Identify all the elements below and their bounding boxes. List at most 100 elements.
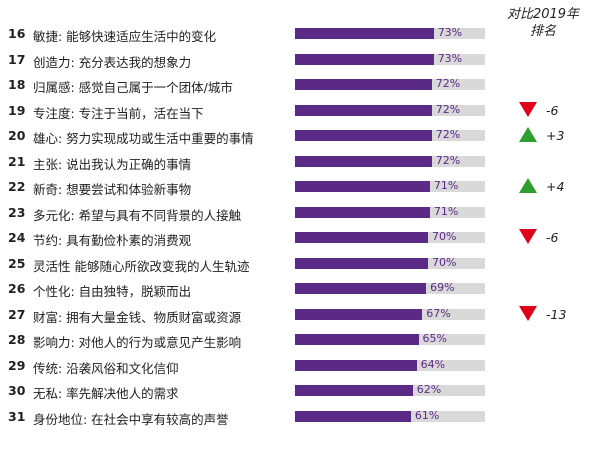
chart-row: 21 主张: 说出我认为正确的事情 72% [0, 149, 595, 174]
row-label: 灵活性 能够随心所欲改变我的人生轨迹 [33, 258, 250, 274]
bar-track [295, 385, 485, 396]
row-rank: 29 [8, 357, 26, 373]
bar-track [295, 181, 485, 192]
row-label: 身份地位: 在社会中享有较高的声誉 [33, 411, 229, 427]
bar [295, 181, 430, 192]
rank-change: -6 [546, 230, 559, 245]
row-rank: 23 [8, 204, 26, 220]
bar [295, 308, 423, 320]
bar-value-label: 65% [422, 332, 447, 345]
bar [295, 104, 432, 116]
row-rank: 17 [8, 51, 26, 67]
row-rank: 26 [8, 281, 26, 296]
row-label: 主张: 说出我认为正确的事情 [33, 156, 192, 172]
down-arrow-icon [519, 229, 537, 244]
bar-track [295, 334, 485, 345]
row-rank: 31 [8, 408, 26, 424]
chart-row: 25 灵活性 能够随心所欲改变我的人生轨迹 70% [0, 251, 595, 276]
row-rank: 27 [8, 306, 26, 322]
bar [295, 206, 430, 218]
bar [295, 232, 428, 243]
bar-value-label: 70% [432, 255, 457, 269]
bar [295, 79, 432, 90]
rank-change: +3 [546, 128, 565, 143]
bar-track [295, 206, 485, 218]
row-label: 敏捷: 能够快速适应生活中的变化 [33, 29, 217, 44]
bar-track [295, 104, 485, 116]
rank-change: -6 [546, 102, 559, 118]
bar [295, 283, 427, 294]
row-rank: 18 [8, 77, 26, 92]
bar [295, 410, 411, 422]
row-label: 专注度: 专注于当前，活在当下 [33, 105, 204, 121]
bar-track [295, 53, 485, 65]
down-arrow-icon [519, 305, 537, 321]
comparison-header-line2: 排名 [529, 24, 556, 39]
bar [295, 28, 434, 39]
row-label: 创造力: 充分表达我的想象力 [33, 54, 192, 70]
bar [295, 359, 417, 371]
chart-row: 27 财富: 拥有大量金钱、物质财富或资源 67% -13 [0, 302, 595, 327]
row-rank: 28 [8, 332, 26, 347]
row-label: 多元化: 希望与具有不同背景的人接触 [33, 207, 242, 223]
chart-row: 18 归属感: 感觉自己属于一个团体/城市 72% [0, 72, 595, 97]
rank-change: +4 [546, 179, 565, 194]
row-label: 雄心: 努力实现成功或生活中重要的事情 [33, 131, 254, 146]
row-label: 归属感: 感觉自己属于一个团体/城市 [33, 80, 233, 95]
chart-row: 29 传统: 沿袭风俗和文化信仰 64% [0, 353, 595, 378]
row-rank: 24 [8, 230, 26, 245]
row-label: 新奇: 想要尝试和体验新事物 [33, 182, 192, 197]
bar-value-label: 64% [420, 357, 446, 371]
row-label: 传统: 沿袭风俗和文化信仰 [33, 360, 179, 376]
bar-track [295, 79, 485, 90]
row-label: 无私: 率先解决他人的需求 [33, 386, 179, 401]
bar-value-label: 72% [435, 102, 461, 116]
bar-track [295, 283, 485, 294]
chart-row: 30 无私: 率先解决他人的需求 62% [0, 378, 595, 403]
bar-track [295, 130, 485, 141]
chart-row: 17 创造力: 充分表达我的想象力 73% [0, 47, 595, 72]
bar-value-label: 71% [433, 179, 459, 192]
bar-value-label: 72% [435, 153, 461, 167]
bar-track [295, 28, 485, 39]
bar-track [295, 359, 485, 371]
bar-track [295, 257, 485, 269]
row-rank: 25 [8, 255, 26, 271]
bar-value-label: 61% [414, 408, 440, 422]
rank-change: -13 [546, 306, 567, 322]
chart-row: 23 多元化: 希望与具有不同背景的人接触 71% [0, 200, 595, 225]
row-label: 节约: 具有勤俭朴素的消费观 [33, 233, 192, 248]
row-rank: 21 [8, 153, 26, 169]
bar [295, 53, 434, 65]
chart-row: 28 影响力: 对他人的行为或意见产生影响 65% [0, 327, 595, 352]
up-arrow-icon [519, 127, 537, 142]
bar-value-label: 70% [432, 230, 457, 243]
chart-row: 24 节约: 具有勤俭朴素的消费观 70% -6 [0, 225, 595, 250]
chart-row: 16 敏捷: 能够快速适应生活中的变化 73% [0, 21, 595, 46]
bar-value-label: 67% [426, 306, 451, 320]
bar-track [295, 155, 485, 167]
bar-value-label: 72% [435, 128, 461, 141]
chart-row: 19 专注度: 专注于当前，活在当下 72% -6 [0, 98, 595, 123]
chart-row: 31 身份地位: 在社会中享有较高的声誉 61% [0, 404, 595, 429]
bar-value-label: 62% [416, 383, 442, 396]
chart-row: 26 个性化: 自由独特，脱颖而出 69% [0, 276, 595, 301]
row-rank: 30 [8, 383, 26, 398]
comparison-header: 对比2019年 排名 [502, 6, 584, 40]
chart-row: 22 新奇: 想要尝试和体验新事物 71% +4 [0, 174, 595, 199]
bar [295, 155, 432, 167]
bar [295, 130, 432, 141]
comparison-header-line1: 对比2019年 [506, 7, 580, 22]
down-arrow-icon [519, 101, 537, 117]
bar [295, 334, 419, 345]
bar-value-label: 69% [430, 281, 455, 294]
bar-track [295, 308, 485, 320]
chart-row: 20 雄心: 努力实现成功或生活中重要的事情 72% +3 [0, 123, 595, 148]
row-rank: 22 [8, 179, 26, 194]
row-rank: 19 [8, 102, 26, 118]
bar-value-label: 72% [435, 77, 461, 90]
bar-track [295, 410, 485, 422]
bar-track [295, 232, 485, 243]
row-rank: 16 [8, 26, 26, 41]
row-label: 个性化: 自由独特，脱颖而出 [33, 284, 192, 299]
